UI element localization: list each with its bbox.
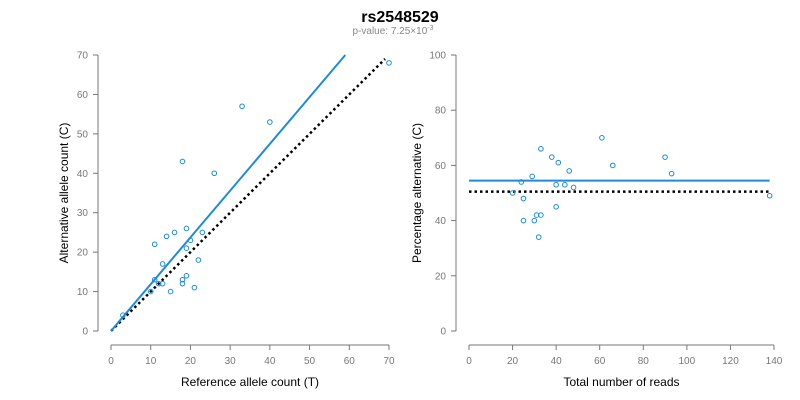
x-tick-label: 0 bbox=[108, 356, 114, 367]
data-point bbox=[386, 60, 392, 66]
data-point bbox=[183, 225, 190, 232]
data-point bbox=[151, 276, 158, 283]
x-tick-label: 20 bbox=[185, 356, 197, 367]
data-point bbox=[520, 217, 527, 224]
y-tick-label: 20 bbox=[435, 271, 447, 282]
data-point bbox=[531, 217, 538, 224]
y-tick-label: 70 bbox=[77, 51, 89, 62]
data-point bbox=[199, 229, 206, 236]
data-point bbox=[155, 280, 162, 287]
x-tick-label: 120 bbox=[722, 356, 739, 367]
data-point bbox=[171, 229, 178, 236]
data-point bbox=[191, 284, 198, 291]
x-tick-label: 0 bbox=[466, 356, 472, 367]
y-tick-label: 20 bbox=[77, 248, 89, 259]
x-tick-label: 100 bbox=[679, 356, 696, 367]
data-point bbox=[570, 184, 577, 191]
data-point bbox=[599, 135, 605, 141]
y-tick-label: 50 bbox=[77, 129, 89, 140]
data-point bbox=[538, 212, 544, 218]
data-point bbox=[183, 273, 190, 279]
data-point bbox=[535, 234, 542, 240]
x-tick-label: 80 bbox=[638, 356, 650, 367]
chart-title: rs2548529 bbox=[361, 9, 439, 26]
data-point bbox=[548, 154, 555, 160]
y-tick-label: 80 bbox=[435, 106, 447, 117]
data-point bbox=[267, 119, 273, 125]
data-point bbox=[529, 173, 535, 180]
data-point bbox=[163, 233, 170, 240]
data-point bbox=[179, 158, 186, 165]
subtitle-exponent: -3 bbox=[427, 25, 433, 32]
data-point bbox=[562, 181, 568, 188]
data-point bbox=[120, 312, 126, 319]
data-point bbox=[159, 261, 166, 267]
data-point bbox=[159, 280, 166, 287]
data-point bbox=[609, 162, 616, 169]
y-axis-title: Percentage alternative (C) bbox=[410, 123, 424, 263]
fit-line bbox=[110, 54, 347, 332]
data-point bbox=[509, 190, 516, 196]
y-tick-label: 0 bbox=[440, 327, 446, 338]
x-axis-title: Total number of reads bbox=[563, 375, 679, 389]
x-tick-label: 70 bbox=[383, 356, 395, 367]
data-point bbox=[668, 170, 675, 177]
y-axis-title: Alternative allele count (C) bbox=[57, 123, 71, 264]
data-point bbox=[195, 257, 202, 263]
data-point bbox=[187, 237, 194, 244]
left-panel: 0 10 20 30 40 50 60 70 0 10 20 30 40 50 60 70 Reference … bbox=[57, 51, 395, 390]
y-tick-label: 40 bbox=[435, 216, 447, 227]
data-point bbox=[151, 241, 158, 248]
data-point bbox=[553, 181, 559, 188]
data-point bbox=[662, 154, 668, 160]
data-point bbox=[147, 288, 154, 295]
x-tick-label: 60 bbox=[344, 356, 356, 367]
x-tick-label: 20 bbox=[507, 356, 519, 367]
data-point bbox=[183, 245, 190, 251]
y-tick-label: 10 bbox=[77, 287, 89, 298]
data-point bbox=[179, 276, 186, 283]
x-tick-label: 140 bbox=[766, 356, 783, 367]
x-tick-label: 10 bbox=[145, 356, 157, 367]
data-point bbox=[538, 146, 544, 152]
y-tick-label: 100 bbox=[429, 51, 446, 62]
data-point bbox=[211, 170, 218, 177]
data-point bbox=[520, 195, 527, 202]
data-point bbox=[179, 280, 186, 287]
data-point bbox=[239, 103, 245, 110]
y-tick-label: 60 bbox=[435, 161, 447, 172]
x-tick-label: 40 bbox=[551, 356, 563, 367]
data-point bbox=[766, 192, 773, 199]
y-tick-label: 0 bbox=[82, 327, 88, 338]
x-tick-label: 60 bbox=[594, 356, 606, 367]
data-point bbox=[555, 159, 562, 166]
data-point bbox=[167, 288, 174, 295]
y-tick-label: 40 bbox=[77, 169, 89, 180]
x-tick-label: 50 bbox=[304, 356, 316, 367]
y-tick-label: 30 bbox=[77, 208, 89, 219]
data-point bbox=[553, 204, 559, 210]
data-point bbox=[518, 179, 525, 185]
x-tick-label: 30 bbox=[225, 356, 237, 367]
x-axis-title: Reference allele count (T) bbox=[181, 375, 319, 389]
chart-subtitle: p-value: 7.25×10-3 bbox=[352, 25, 433, 37]
y-tick-label: 60 bbox=[77, 90, 89, 101]
reference-line bbox=[110, 58, 386, 332]
x-tick-label: 40 bbox=[264, 356, 276, 367]
subtitle-prefix: p-value: 7.25×10 bbox=[352, 26, 427, 37]
data-point bbox=[566, 168, 573, 174]
